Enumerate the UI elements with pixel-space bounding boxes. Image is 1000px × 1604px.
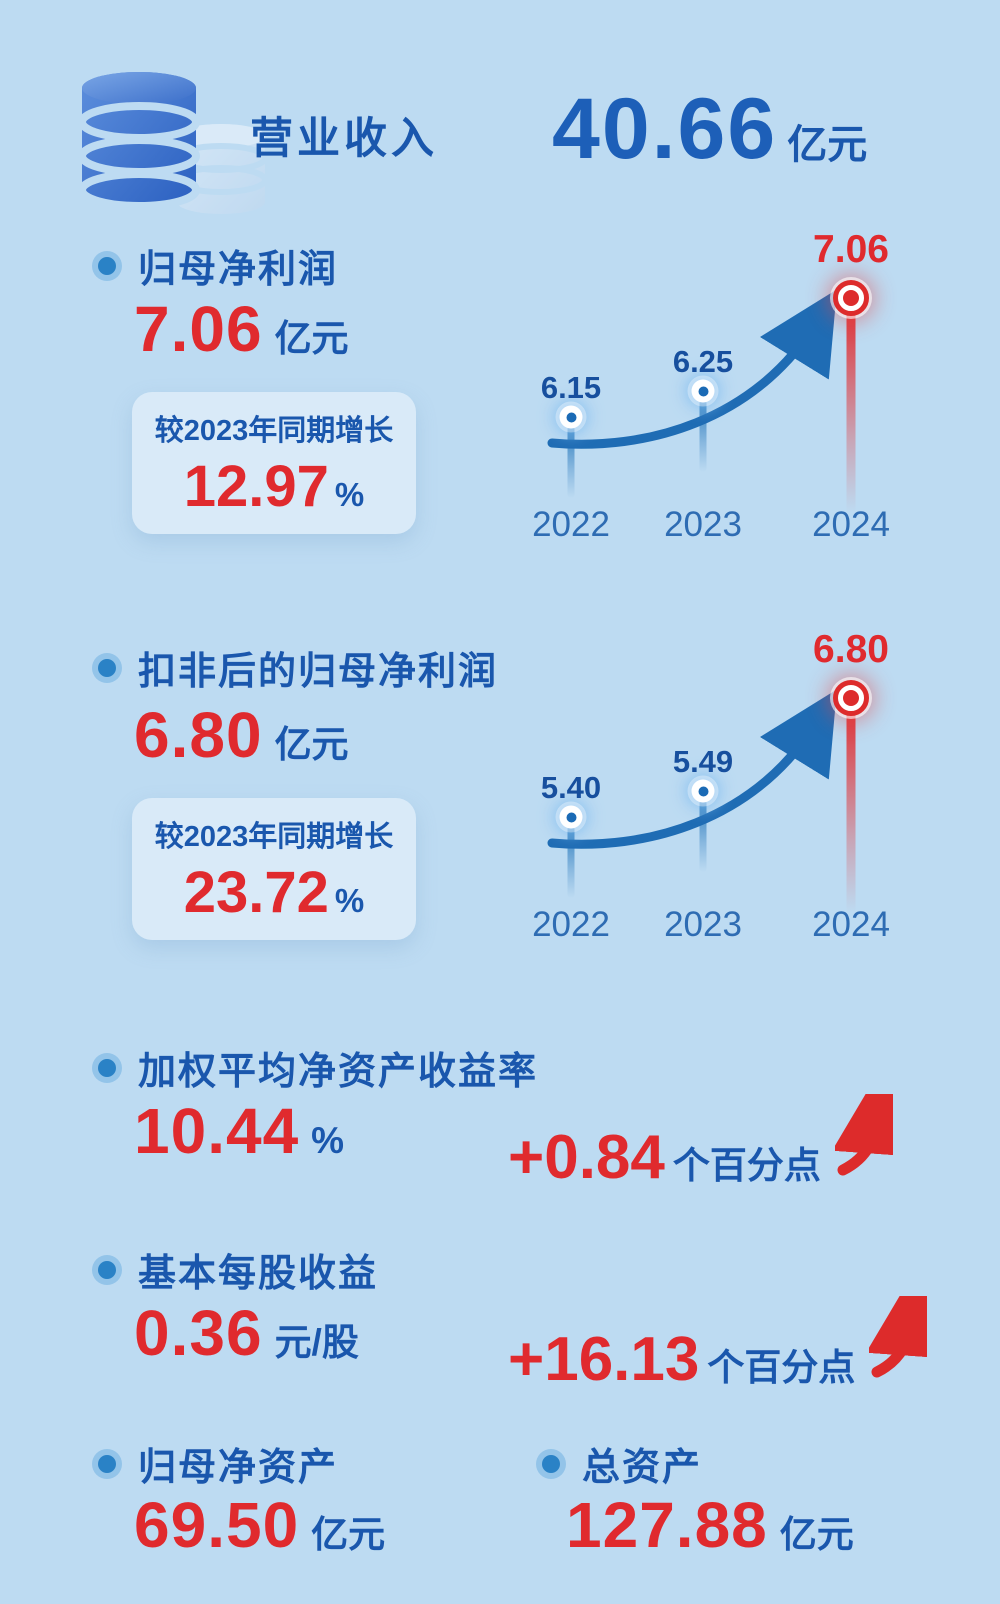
dots-layer (470, 610, 950, 950)
eps-unit: 元/股 (274, 1322, 359, 1363)
bullet-icon (92, 1448, 122, 1479)
stems-layer (470, 610, 950, 950)
point-value-2022: 6.15 (540, 370, 602, 405)
net-profit-label: 归母净利润 (138, 249, 339, 291)
point-value-2024: 7.06 (813, 228, 889, 271)
net-profit-value-row: 7.06 亿元 (134, 292, 349, 366)
net-profit-unit: 亿元 (274, 318, 349, 359)
bullet-icon (536, 1448, 566, 1479)
growth-unit: % (334, 881, 365, 919)
stem-2022 (567, 426, 575, 498)
revenue-value: 40.66 (552, 81, 778, 177)
stem-2023 (699, 800, 707, 872)
growth-label: 较2023年同期增长 (154, 820, 394, 853)
net-profit-growth-box: 较2023年同期增长 12.97 % (132, 392, 416, 534)
eps-value: 0.36 (134, 1297, 263, 1369)
deducted-profit-value-row: 6.80 亿元 (134, 698, 349, 772)
roe-label: 加权平均净资产收益率 (138, 1051, 539, 1093)
deducted-profit-growth-box: 较2023年同期增长 23.72 % (132, 798, 416, 940)
point-value-2023: 6.25 (672, 344, 734, 379)
stems-layer (470, 210, 950, 550)
growth-label: 较2023年同期增长 (154, 414, 394, 447)
stem-2024 (846, 708, 856, 913)
point-value-2022: 5.40 (540, 770, 602, 805)
total-assets-value-row: 127.88 亿元 (566, 1488, 854, 1562)
point-value-2024: 6.80 (813, 628, 889, 671)
bullet-icon (92, 250, 122, 281)
point-marker-2024 (833, 280, 869, 316)
up-arrow-icon (834, 1094, 893, 1176)
eps-delta-value: +16.13 (508, 1325, 700, 1394)
database-icon (78, 72, 268, 214)
roe-delta-row: +0.84 个百分点 (508, 1094, 893, 1193)
year-label-2023: 2023 (664, 905, 742, 944)
roe-unit: % (311, 1120, 345, 1161)
year-label-2022: 2022 (532, 505, 610, 544)
eps-delta-unit: 个百分点 (707, 1347, 856, 1388)
deducted-profit-trend-chart: 5.40 5.49 6.80 2022 2023 2024 (470, 610, 950, 950)
dots-layer (470, 210, 950, 550)
point-marker-2023 (691, 379, 715, 403)
roe-value: 10.44 (134, 1095, 300, 1167)
revenue-value-row: 40.66 亿元 (552, 80, 867, 179)
roe-title-row: 加权平均净资产收益率 (92, 1040, 538, 1095)
stem-2024 (846, 308, 856, 513)
labels-layer: 6.15 6.25 7.06 2022 2023 2024 (470, 210, 950, 550)
eps-delta-row: +16.13 个百分点 (508, 1296, 928, 1395)
net-assets-unit: 亿元 (311, 1514, 386, 1555)
year-label-2022: 2022 (532, 905, 610, 944)
point-marker-2022 (559, 805, 583, 829)
total-assets-title-row: 总资产 (536, 1436, 702, 1491)
roe-delta-unit: 个百分点 (672, 1145, 821, 1186)
net-profit-value: 7.06 (134, 293, 263, 365)
year-label-2024: 2024 (812, 905, 890, 944)
year-label-2023: 2023 (664, 505, 742, 544)
net-assets-value-row: 69.50 亿元 (134, 1488, 385, 1562)
deducted-profit-unit: 亿元 (274, 724, 349, 765)
growth-value: 12.97 (183, 453, 329, 519)
bullet-icon (92, 652, 122, 683)
up-arrow-icon (869, 1296, 928, 1378)
growth-curve-arrow-icon (547, 289, 837, 449)
deducted-profit-label: 扣非后的归母净利润 (138, 651, 499, 693)
roe-value-row: 10.44 % (134, 1094, 344, 1168)
year-label-2024: 2024 (812, 505, 890, 544)
eps-label: 基本每股收益 (138, 1253, 379, 1295)
revenue-label: 营业收入 (250, 115, 438, 163)
deducted-profit-value: 6.80 (134, 699, 263, 771)
stem-2023 (699, 400, 707, 472)
total-assets-value: 127.88 (566, 1489, 768, 1561)
net-assets-value: 69.50 (134, 1489, 300, 1561)
net-assets-title-row: 归母净资产 (92, 1436, 338, 1491)
bullet-icon (92, 1052, 122, 1083)
labels-layer: 5.40 5.49 6.80 2022 2023 2024 (470, 610, 950, 950)
total-assets-unit: 亿元 (779, 1514, 854, 1555)
roe-delta-value: +0.84 (508, 1123, 665, 1192)
growth-value: 23.72 (183, 859, 329, 925)
eps-value-row: 0.36 元/股 (134, 1296, 359, 1370)
point-value-2023: 5.49 (672, 744, 734, 779)
revenue-unit: 亿元 (787, 123, 868, 167)
point-marker-2022 (559, 405, 583, 429)
eps-title-row: 基本每股收益 (92, 1242, 378, 1297)
deducted-profit-title-row: 扣非后的归母净利润 (92, 640, 498, 695)
bullet-icon (92, 1254, 122, 1285)
net-assets-label: 归母净资产 (138, 1447, 339, 1489)
total-assets-label: 总资产 (582, 1447, 703, 1489)
stem-2022 (567, 826, 575, 898)
point-marker-2024 (833, 680, 869, 716)
growth-curve-arrow-icon (547, 689, 837, 849)
growth-unit: % (334, 475, 365, 513)
net-profit-trend-chart: 6.15 6.25 7.06 2022 2023 2024 (470, 210, 950, 550)
net-profit-title-row: 归母净利润 (92, 238, 338, 293)
point-marker-2023 (691, 779, 715, 803)
